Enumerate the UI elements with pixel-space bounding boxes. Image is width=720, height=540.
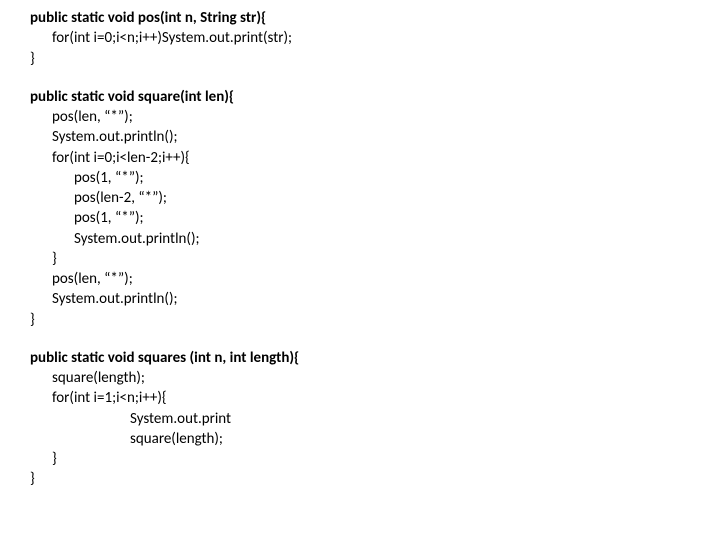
code-line: }	[30, 249, 720, 269]
code-line: }	[30, 310, 720, 330]
blank-line	[30, 330, 720, 348]
code-line: pos(len, “*”);	[30, 269, 720, 289]
code-line: System.out.println();	[30, 127, 720, 147]
code-line: public static void squares (int n, int l…	[30, 348, 720, 368]
code-line: square(length);	[30, 368, 720, 388]
code-line: for(int i=1;i<n;i++){	[30, 388, 720, 408]
code-line: pos(1, “*”);	[30, 208, 720, 228]
code-line: pos(len-2, “*”);	[30, 188, 720, 208]
code-line: square(length);	[30, 429, 720, 449]
code-line: for(int i=0;i<len-2;i++){	[30, 148, 720, 168]
code-line: System.out.println();	[30, 289, 720, 309]
blank-line	[30, 69, 720, 87]
code-line: }	[30, 449, 720, 469]
code-line: pos(1, “*”);	[30, 168, 720, 188]
code-line: public static void square(int len){	[30, 87, 720, 107]
code-line: System.out.print	[30, 409, 720, 429]
code-line: public static void pos(int n, String str…	[30, 8, 720, 28]
code-line: }	[30, 49, 720, 69]
code-line: }	[30, 469, 720, 489]
code-line: for(int i=0;i<n;i++)System.out.print(str…	[30, 28, 720, 48]
code-line: pos(len, “*”);	[30, 107, 720, 127]
code-line: System.out.println();	[30, 229, 720, 249]
code-block: public static void pos(int n, String str…	[0, 0, 720, 490]
